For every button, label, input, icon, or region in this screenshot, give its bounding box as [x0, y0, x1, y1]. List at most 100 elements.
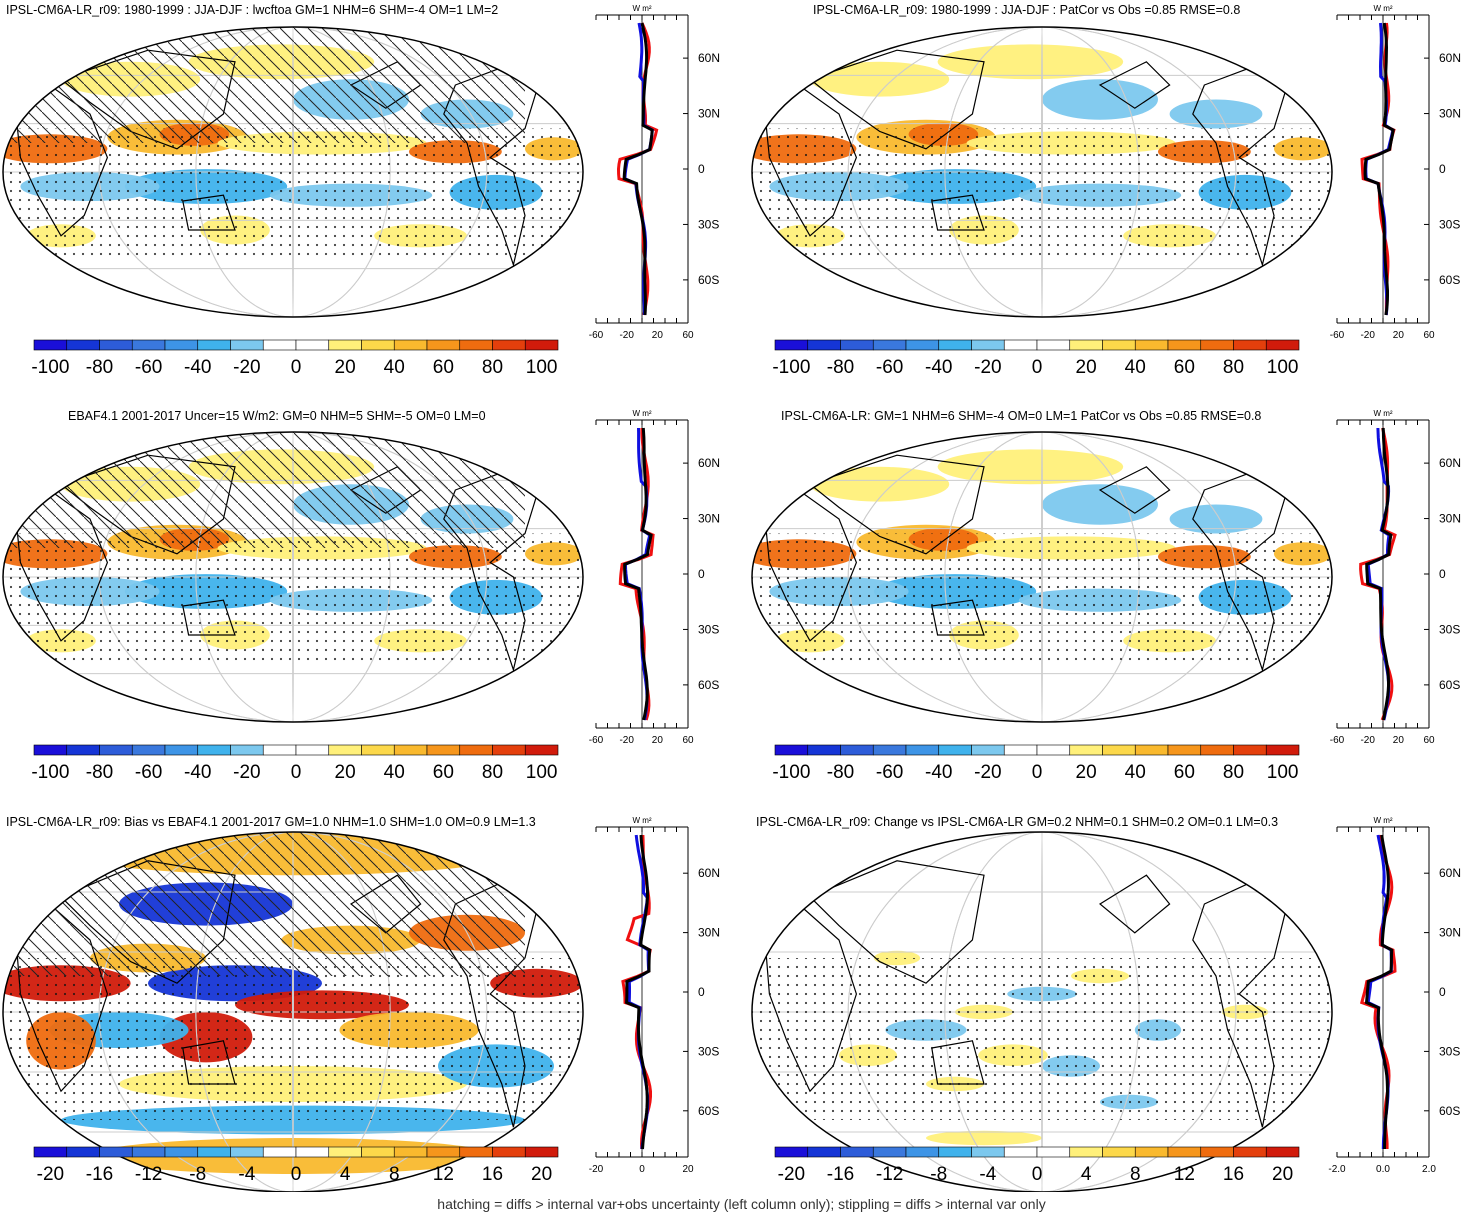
colorbar-swatch [905, 339, 940, 351]
profile-unit: W m² [1373, 816, 1392, 825]
panel-title: IPSL-CM6A-LR: GM=1 NHM=6 SHM=-4 OM=0 LM=… [781, 409, 1262, 423]
colorbar-swatch [1003, 339, 1038, 351]
lat-label: 60S [1439, 1104, 1460, 1118]
anomaly-region [1169, 504, 1263, 534]
colorbar-swatch [230, 744, 264, 756]
colorbar-swatch [872, 339, 907, 351]
profile-xtick: -20 [589, 1164, 604, 1175]
lat-label: 60S [698, 1104, 719, 1118]
colorbar-swatch [131, 1146, 166, 1158]
colorbar-swatch [524, 744, 559, 756]
colorbar-label: 100 [1267, 357, 1299, 378]
colorbar-swatch [807, 744, 841, 756]
stippling [752, 533, 1332, 664]
colorbar-swatch [807, 339, 841, 351]
colorbar-label: -40 [184, 762, 211, 783]
zonal-profile: W m² -20 0 20 60N 30N 0 30S 60S [589, 816, 720, 1175]
colorbar-label: -4 [238, 1164, 255, 1185]
colorbar-swatch [1102, 339, 1136, 351]
colorbar-swatch [905, 1146, 940, 1158]
profile-line-black [625, 834, 652, 1150]
colorbar-label: -16 [827, 1164, 854, 1185]
colorbar-label: 20 [531, 1164, 552, 1185]
colorbar-swatch [872, 744, 907, 756]
anomaly-region [810, 61, 950, 97]
lat-label: 60N [698, 51, 720, 65]
map-field [752, 832, 1332, 1192]
map-panel-1: -100 -80 -60 -40 -20 0 20 40 60 80 100 W m² -60 -20 20… [2, 4, 720, 378]
profile-xtick: -20 [1360, 330, 1375, 341]
colorbar-label: 0 [291, 1164, 302, 1185]
profile-xtick: 20 [652, 330, 664, 341]
colorbar-label: 40 [384, 357, 405, 378]
panel-title: IPSL-CM6A-LR_r09: Change vs IPSL-CM6A-LR… [756, 815, 1279, 829]
profile-line-black [623, 427, 653, 721]
colorbar-swatch [1036, 744, 1071, 756]
lat-label: 60N [698, 866, 720, 880]
colorbar-swatch [1233, 1146, 1267, 1158]
colorbar-label: 100 [1267, 762, 1299, 783]
colorbar-swatch [393, 1146, 428, 1158]
stippling [3, 533, 583, 664]
colorbar-label: -100 [772, 357, 810, 378]
colorbar-label: 80 [482, 357, 503, 378]
colorbar-swatch [361, 1146, 395, 1158]
anomaly-region [1042, 79, 1158, 120]
colorbar-swatch [1134, 339, 1169, 351]
lat-label: 0 [1439, 985, 1446, 999]
lat-label: 30S [1439, 217, 1460, 231]
colorbar-label: -16 [86, 1164, 113, 1185]
colorbar-swatch [905, 744, 940, 756]
profile-xtick: 0.0 [1376, 1164, 1390, 1175]
colorbar-label: 40 [1125, 357, 1146, 378]
colorbar-label: 16 [482, 1164, 503, 1185]
colorbar-label: -8 [189, 1164, 206, 1185]
colorbar-swatch [492, 744, 526, 756]
map-panel-3: -100 -80 -60 -40 -20 0 20 40 60 80 100 W m² -60 -20 20… [2, 409, 720, 783]
profile-xtick: -2.0 [1328, 1164, 1346, 1175]
profile-line-black [1364, 834, 1394, 1150]
colorbar-swatch [393, 339, 428, 351]
zonal-profile: W m² -60 -20 20 60 60N 30N 0 30S 60S [589, 409, 720, 746]
colorbar-label: 20 [1076, 762, 1097, 783]
lat-label: 60S [1439, 273, 1460, 287]
colorbar-swatch [1069, 1146, 1103, 1158]
profile-xtick: -60 [1330, 735, 1345, 746]
map-border [2, 26, 584, 318]
colorbar-swatch [1265, 1146, 1300, 1158]
colorbar-swatch [295, 1146, 330, 1158]
colorbar-label: -60 [876, 357, 903, 378]
map-border [751, 26, 1333, 318]
colorbar-swatch [1036, 1146, 1071, 1158]
colorbar-label: 80 [1223, 357, 1244, 378]
colorbar-swatch [1167, 744, 1202, 756]
map-field [3, 432, 583, 722]
colorbar-swatch [426, 339, 461, 351]
colorbar-label: -100 [31, 357, 69, 378]
colorbar-swatch [99, 744, 133, 756]
coastline [1098, 466, 1171, 514]
colorbar-label: 0 [291, 762, 302, 783]
colorbar-label: 0 [1032, 357, 1043, 378]
colorbar-swatch [131, 339, 166, 351]
map-field [752, 432, 1332, 722]
colorbar-swatch [1134, 744, 1169, 756]
profile-xtick: -20 [619, 735, 634, 746]
lat-label: 30N [1439, 107, 1461, 121]
map-panel-4: -100 -80 -60 -40 -20 0 20 40 60 80 100 W m² -60 -20 20… [751, 409, 1461, 783]
colorbar-label: 0 [291, 357, 302, 378]
colorbar-label: -40 [184, 357, 211, 378]
colorbar-swatch [393, 744, 428, 756]
colorbar-swatch [774, 744, 809, 756]
colorbar-swatch [328, 1146, 362, 1158]
lat-label: 60S [1439, 678, 1460, 692]
map-panel-5: -20 -16 -12 -8 -4 0 4 8 12 16 20 W m² -20 0 20 60N 30N 0 3… [2, 816, 720, 1192]
colorbar-swatch [66, 339, 100, 351]
colorbar-label: -80 [827, 762, 854, 783]
colorbar-label: -60 [135, 762, 162, 783]
panel-3: EBAF4.1 2001-2017 Uncer=15 W/m2: GM=0 NH… [0, 405, 741, 800]
anomaly-region [1169, 99, 1263, 129]
colorbar-swatch [33, 1146, 68, 1158]
profile-xtick: -60 [589, 330, 604, 341]
colorbar-label: -20 [233, 762, 260, 783]
